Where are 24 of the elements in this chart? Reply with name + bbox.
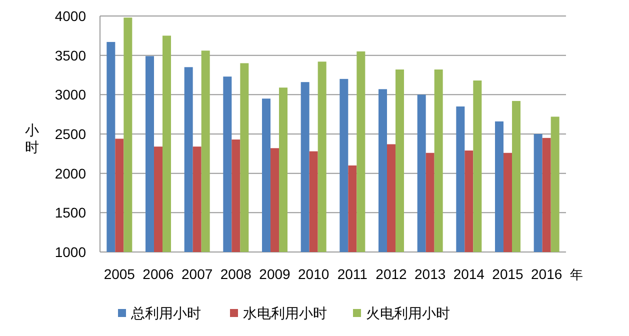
x-tick-label: 2009	[259, 266, 291, 282]
x-tick-label: 2007	[182, 266, 213, 282]
x-tick-label: 2006	[142, 266, 174, 282]
legend-label: 水电利用小时	[243, 305, 327, 321]
x-tick-label: 2008	[220, 266, 252, 282]
x-tick-label: 2010	[298, 266, 330, 282]
y-tick-label: 1000	[54, 244, 86, 260]
x-tick-label: 2016	[531, 266, 562, 282]
y-tick-label: 1500	[54, 204, 86, 221]
y-tick-label: 3000	[54, 86, 86, 103]
x-tick-label: 2012	[376, 266, 408, 282]
x-tick-label: 2005	[104, 266, 136, 282]
y-tick-label: 3500	[54, 47, 86, 64]
x-tick-label: 2014	[453, 266, 485, 282]
y-tick-label: 2000	[54, 165, 86, 182]
x-tick-label: 2013	[414, 266, 446, 282]
y-axis-title: 小时	[25, 122, 39, 155]
x-tick-label: 2011	[337, 266, 368, 282]
legend-label: 火电利用小时	[366, 305, 450, 321]
x-tick-label: 2015	[492, 266, 524, 282]
y-tick-label: 4000	[54, 8, 86, 24]
legend-label: 总利用小时	[130, 305, 201, 321]
x-axis-title: 年	[570, 267, 583, 282]
y-tick-label: 2500	[54, 126, 86, 142]
